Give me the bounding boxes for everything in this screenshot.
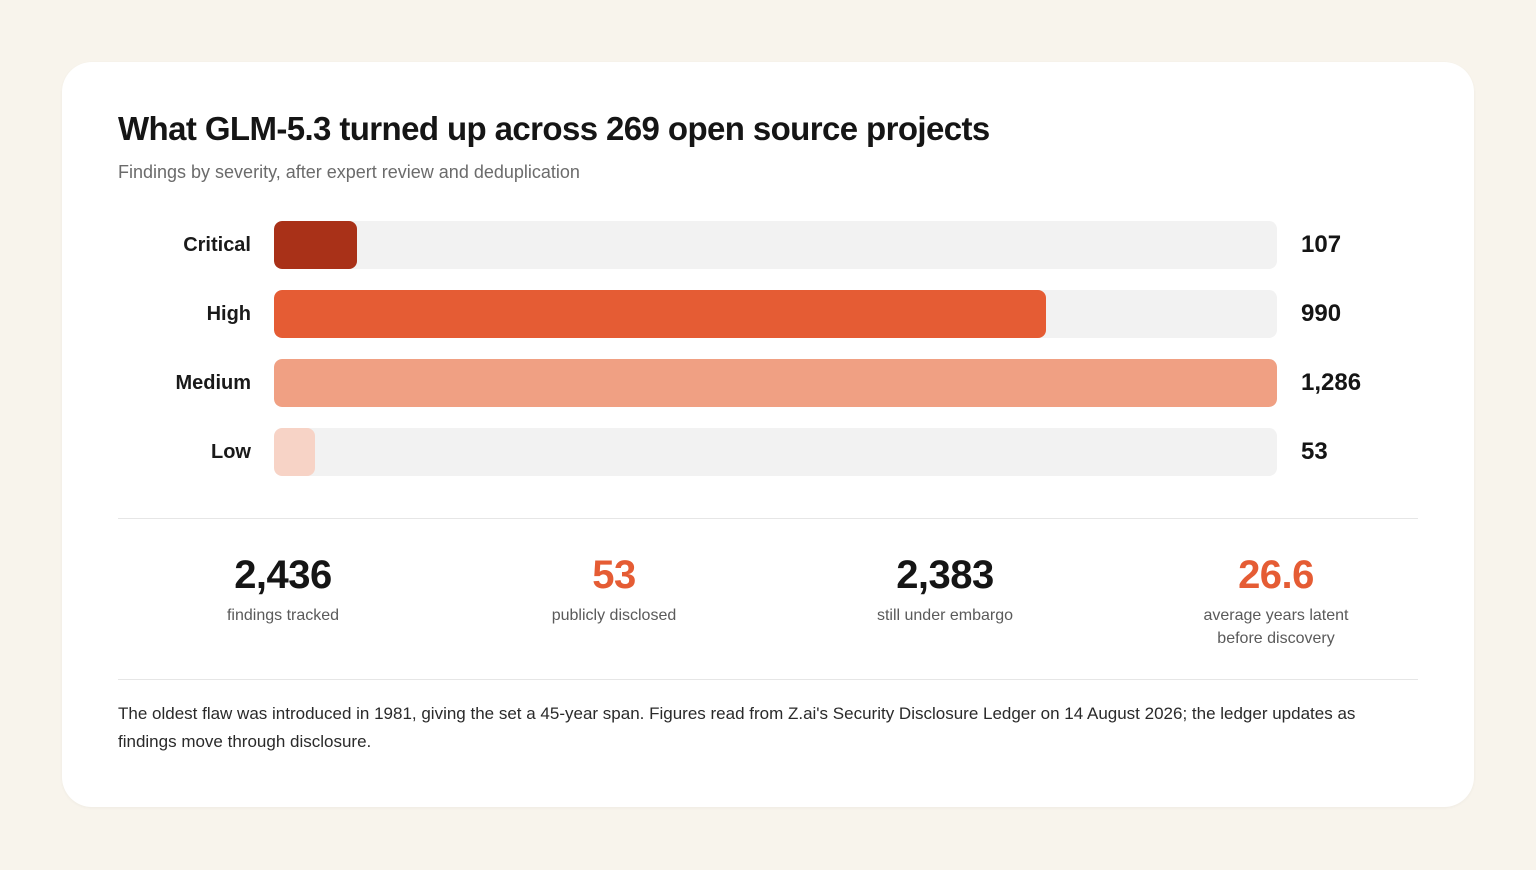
bar-label: Critical <box>183 234 251 256</box>
stat-label-line1: average years latent <box>1203 607 1349 624</box>
bar-row-high: High 990 <box>62 290 1474 338</box>
stat-label: average years latent before discovery <box>1111 604 1441 650</box>
stat-label: publicly disclosed <box>551 607 677 624</box>
bar-row-low: Low 53 <box>62 428 1474 476</box>
bar-row-critical: Critical 107 <box>62 221 1474 269</box>
bar-value: 1,286 <box>1301 369 1362 396</box>
footnote: The oldest flaw was introduced in 1981, … <box>118 704 1356 751</box>
chart-title: What GLM-5.3 turned up across 269 open s… <box>118 110 990 147</box>
stat-under-embargo: 2,383 still under embargo <box>780 552 1110 627</box>
stat-publicly-disclosed: 53 publicly disclosed <box>449 552 779 627</box>
stat-average-years-latent: 26.6 average years latent before discove… <box>1111 552 1441 650</box>
stat-value: 2,383 <box>896 553 994 597</box>
chart-subtitle: Findings by severity, after expert revie… <box>118 162 580 182</box>
stat-value: 26.6 <box>1238 553 1314 597</box>
bar-value: 107 <box>1301 231 1342 258</box>
summary-stats: 2,436 findings tracked 53 publicly discl… <box>118 552 1418 652</box>
chart-card: What GLM-5.3 turned up across 269 open s… <box>62 62 1474 807</box>
bar-value: 990 <box>1301 300 1342 327</box>
stat-label: findings tracked <box>226 607 340 624</box>
bar-track <box>274 290 1277 338</box>
bar-fill-medium <box>274 359 1277 407</box>
stat-value: 53 <box>592 553 636 597</box>
stat-value: 2,436 <box>234 553 332 597</box>
bar-row-medium: Medium 1,286 <box>62 359 1474 407</box>
bar-fill-low <box>274 428 315 476</box>
stat-label-line2: before discovery <box>1217 630 1335 647</box>
bar-track <box>274 359 1277 407</box>
bar-label: Medium <box>175 372 251 394</box>
bar-fill-high <box>274 290 1046 338</box>
stat-findings-tracked: 2,436 findings tracked <box>118 552 448 627</box>
bar-label: Low <box>211 441 251 463</box>
bar-fill-critical <box>274 221 357 269</box>
severity-bar-chart: Critical 107 High 990 Medium 1,286 Low 53 <box>62 62 1474 502</box>
bar-value: 53 <box>1301 438 1328 465</box>
stat-label: still under embargo <box>876 607 1014 624</box>
divider-bottom <box>118 679 1418 680</box>
bar-track <box>274 221 1277 269</box>
bar-track <box>274 428 1277 476</box>
divider-top <box>118 518 1418 519</box>
bar-label: High <box>206 303 251 325</box>
